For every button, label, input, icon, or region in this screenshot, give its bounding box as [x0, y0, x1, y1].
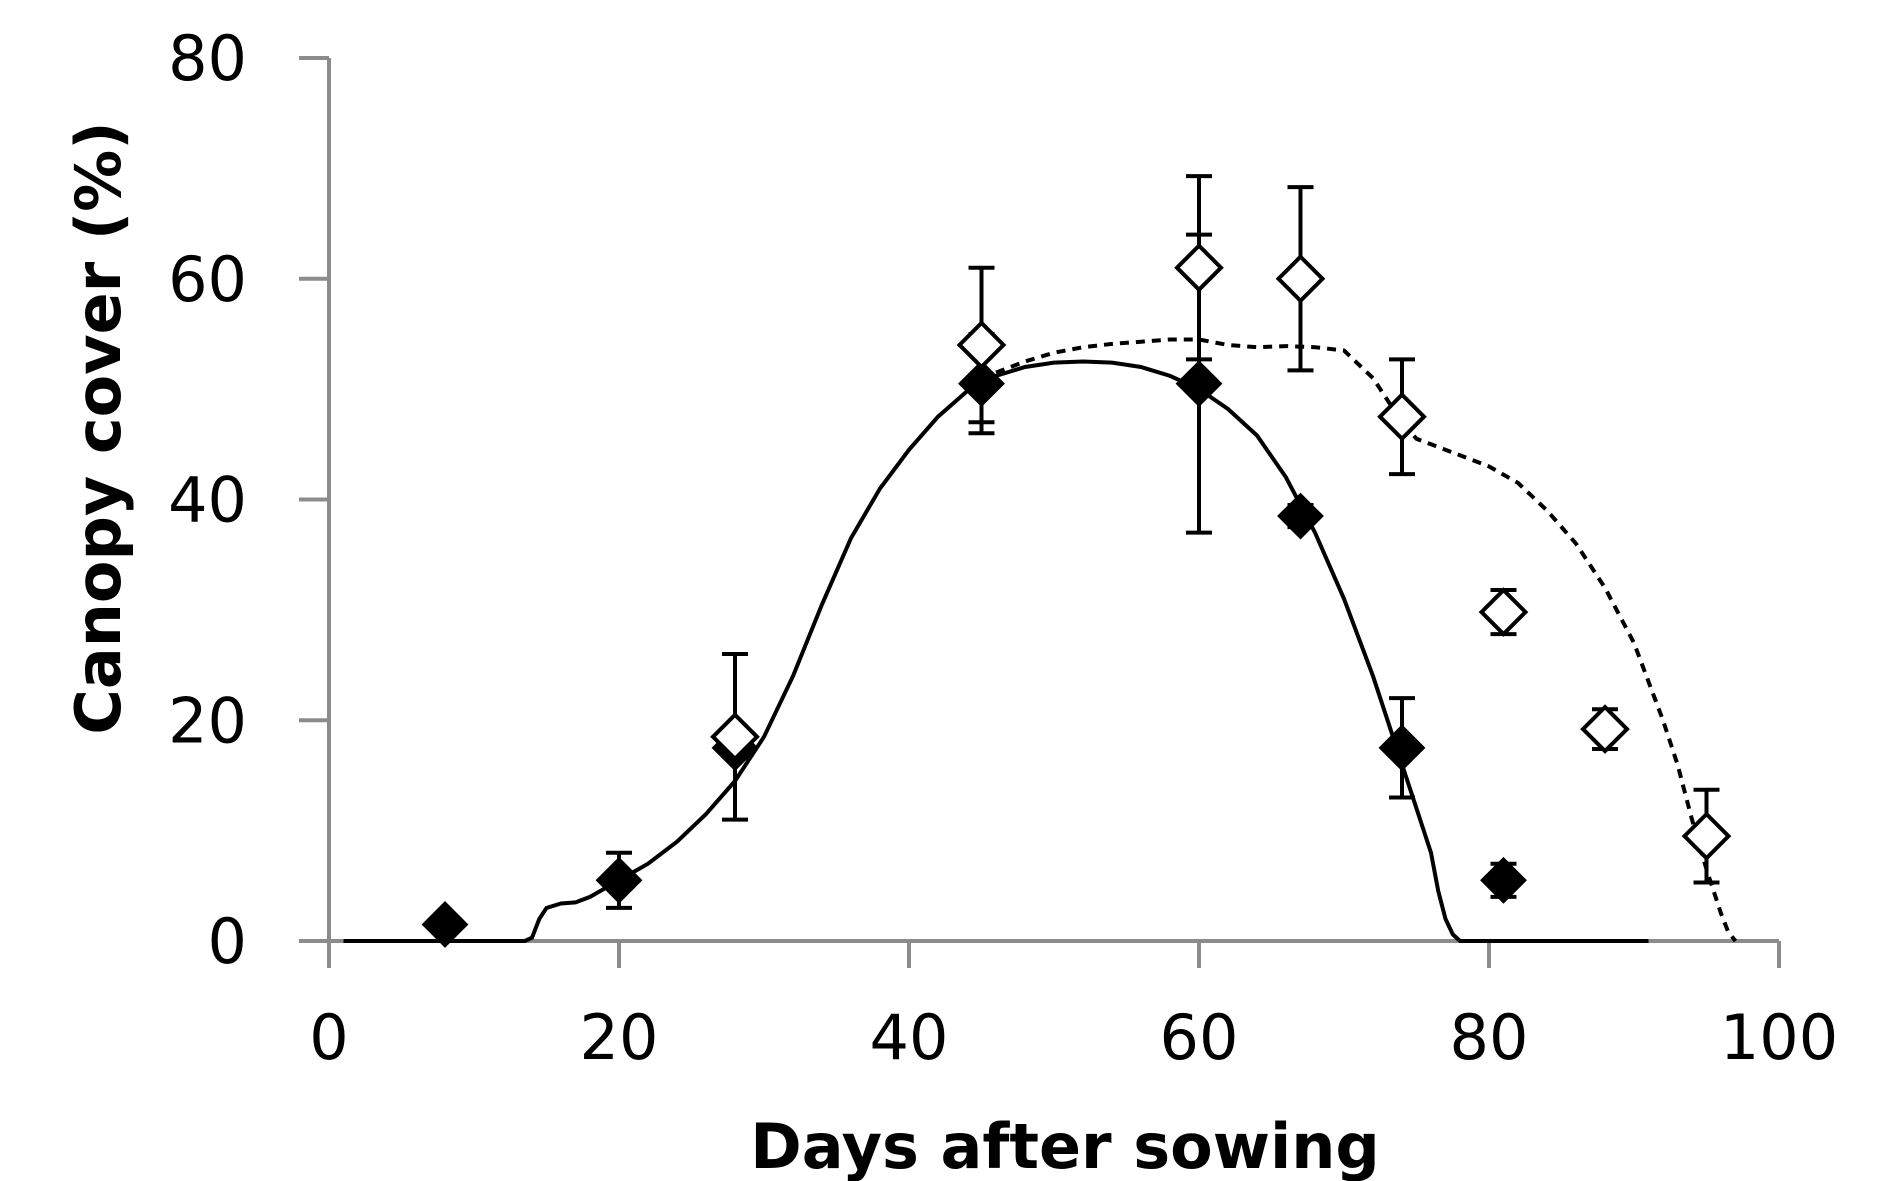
model-curves	[343, 337, 1738, 943]
y-axis-title: Canopy cover (%)	[62, 121, 135, 734]
data-point-open	[1478, 587, 1529, 637]
data-point-open	[956, 320, 1007, 370]
data-point-open	[1681, 811, 1732, 861]
data-point-open	[1377, 391, 1427, 442]
x-tick-label: 20	[580, 1001, 659, 1074]
data-markers	[421, 242, 1732, 948]
x-tick-label: 100	[1720, 1001, 1838, 1074]
data-point-open	[1580, 704, 1630, 754]
axes: 0 20 40 60 80 0 20 40 60 80 100	[168, 22, 1838, 1074]
y-tick-label: 20	[168, 684, 247, 757]
x-axis-title: Days after sowing	[750, 1110, 1380, 1181]
data-point-filled	[421, 901, 469, 948]
x-tick-label: 60	[1160, 1001, 1239, 1074]
data-point-open	[1174, 242, 1224, 293]
y-tick-label: 80	[168, 22, 247, 95]
data-point-filled	[1277, 492, 1324, 540]
x-tick-label: 80	[1450, 1001, 1529, 1074]
model-curve-solid	[343, 359, 1649, 943]
y-tick-label: 60	[168, 243, 247, 316]
x-tick-label: 40	[870, 1001, 949, 1074]
y-tick-label: 40	[168, 464, 247, 537]
data-point-open	[1275, 253, 1326, 304]
y-tick-label: 0	[208, 905, 247, 978]
model-curve-dashed	[995, 337, 1738, 943]
data-point-filled	[1480, 856, 1527, 904]
data-point-filled	[958, 360, 1005, 408]
data-point-filled	[1175, 360, 1223, 408]
error-bars	[606, 174, 1720, 910]
data-point-filled	[595, 856, 643, 904]
data-point-filled	[1378, 724, 1426, 772]
data-point-open	[710, 711, 760, 762]
x-tick-label: 0	[309, 1001, 348, 1074]
